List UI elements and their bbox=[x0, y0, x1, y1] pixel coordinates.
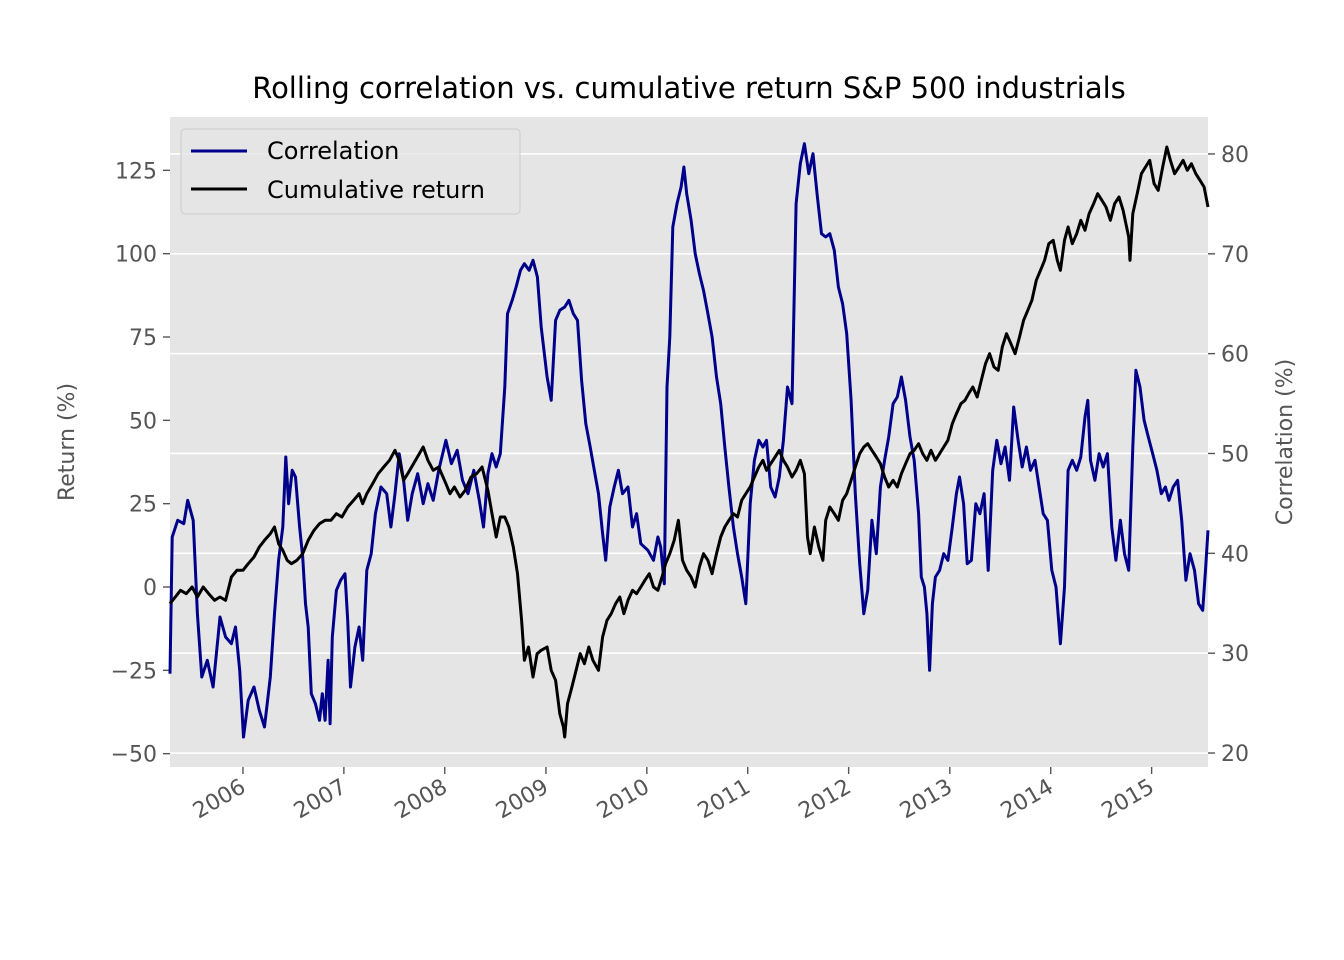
right-tick-label: 30 bbox=[1221, 642, 1249, 667]
right-tick-label: 50 bbox=[1221, 442, 1249, 467]
chart-title: Rolling correlation vs. cumulative retur… bbox=[252, 71, 1126, 105]
legend-label-cumulative-return: Cumulative return bbox=[267, 176, 485, 204]
legend-label-correlation: Correlation bbox=[267, 137, 399, 165]
left-tick-label: 0 bbox=[143, 576, 157, 601]
left-tick-label: 25 bbox=[129, 493, 157, 518]
left-tick-label: −50 bbox=[111, 743, 157, 768]
series-lines bbox=[168, 142, 1210, 739]
right-tick-label: 80 bbox=[1221, 143, 1249, 168]
x-tick-label: 2010 bbox=[593, 775, 654, 825]
plot-area bbox=[170, 117, 1208, 767]
x-tick-label: 2015 bbox=[1098, 775, 1159, 825]
left-tick-label: 125 bbox=[115, 159, 157, 184]
left-tick-label: 75 bbox=[129, 326, 157, 351]
left-y-axis: −50 −25 0 25 50 75 100 125 bbox=[111, 159, 170, 768]
series-line-correlation bbox=[168, 142, 1210, 739]
right-tick-label: 20 bbox=[1221, 742, 1249, 767]
x-tick-label: 2009 bbox=[492, 775, 553, 825]
x-tick-label: 2012 bbox=[795, 775, 856, 825]
x-tick-label: 2011 bbox=[694, 775, 755, 825]
left-tick-label: 50 bbox=[129, 409, 157, 434]
left-tick-label: −25 bbox=[111, 659, 157, 684]
series-line-cumulative-return bbox=[168, 145, 1210, 739]
right-tick-label: 60 bbox=[1221, 343, 1249, 368]
left-axis-label: Return (%) bbox=[55, 383, 80, 501]
x-tick-label: 2008 bbox=[391, 775, 452, 825]
right-tick-label: 70 bbox=[1221, 243, 1249, 268]
left-tick-label: 100 bbox=[115, 243, 157, 268]
x-tick-label: 2007 bbox=[290, 775, 351, 825]
right-tick-label: 40 bbox=[1221, 542, 1249, 567]
right-axis-label: Correlation (%) bbox=[1273, 359, 1298, 525]
legend: Correlation Cumulative return bbox=[180, 128, 521, 215]
gridlines bbox=[170, 153, 1208, 754]
x-tick-label: 2014 bbox=[997, 775, 1058, 825]
legend-box bbox=[180, 128, 521, 215]
right-y-axis: 20 30 40 50 60 70 80 bbox=[1208, 143, 1249, 767]
x-tick-label: 2013 bbox=[896, 775, 957, 825]
x-axis: 2006 2007 2008 2009 2010 2011 2012 2013 2014 2015 bbox=[189, 767, 1159, 824]
x-tick-label: 2006 bbox=[189, 775, 250, 825]
